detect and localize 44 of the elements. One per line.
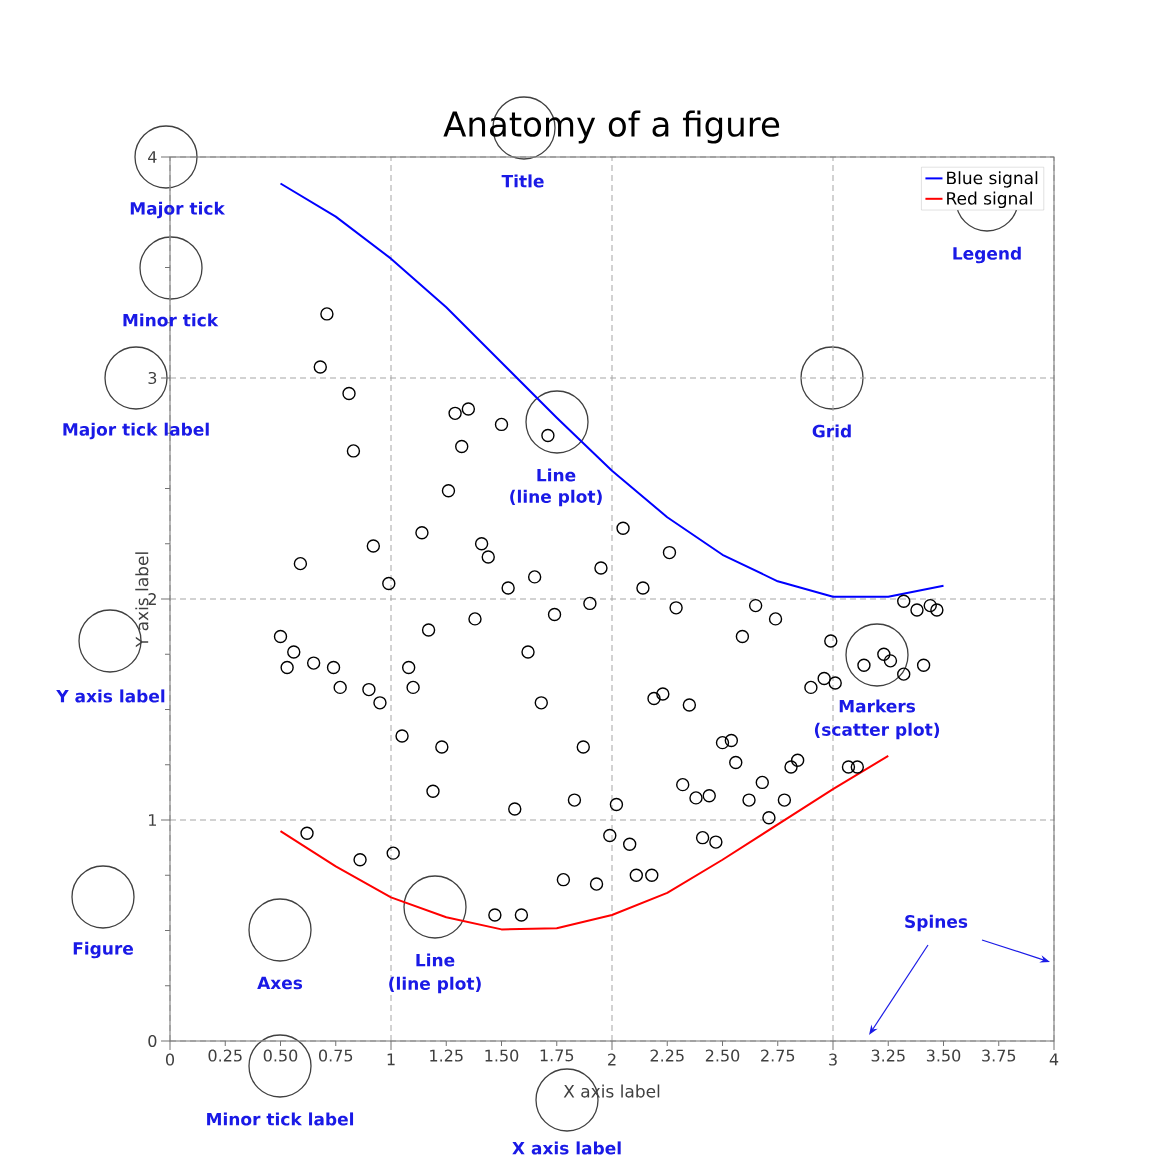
x-tick-label: 1.75: [540, 1049, 574, 1062]
annotation: Line: [416, 953, 455, 967]
chart-title: Anatomy of a figure: [443, 110, 780, 144]
x-tick-label: 3.50: [926, 1049, 961, 1062]
y-tick-label: 4: [148, 151, 157, 163]
x-tick-label: 0.75: [318, 1049, 353, 1062]
y-tick-label: 2: [148, 593, 156, 605]
annotation: (scatter plot): [814, 722, 940, 740]
annotation: Spines: [905, 914, 968, 932]
legend-label: Blue signal: [947, 171, 1038, 188]
y-tick-label: 3: [148, 371, 157, 385]
x-tick-label: 3.75: [982, 1049, 1016, 1062]
annotation: Minor tick: [123, 313, 219, 327]
y-tick-label: 0: [148, 1034, 157, 1048]
x-tick-label: 2.25: [650, 1049, 684, 1062]
text: Figure: [73, 941, 133, 959]
x-tick-label: 1.25: [430, 1049, 463, 1062]
annotation: (line plot): [389, 976, 481, 994]
x-tick-label: 0.50: [263, 1049, 298, 1062]
x-tick-label: 1: [387, 1053, 395, 1066]
x-tick-label: 2.75: [761, 1049, 795, 1062]
annotation: Grid: [812, 424, 851, 438]
legend-label: Red signal: [947, 191, 1032, 209]
annotation: Markers: [839, 699, 916, 713]
x-tick-label: 3: [829, 1053, 837, 1066]
x-tick-label: 3.25: [871, 1049, 905, 1062]
text: Minor tick label: [207, 1112, 354, 1126]
x-tick-label: 0: [165, 1053, 175, 1066]
x-tick-label: 4: [1049, 1053, 1059, 1066]
annotation: Axes: [257, 976, 303, 990]
text: Y axis label: [56, 689, 165, 703]
x-tick-label: 2.50: [705, 1049, 740, 1062]
x-tick-label: 2: [608, 1053, 616, 1066]
x-tick-label: 1.50: [485, 1049, 519, 1062]
annotation: Major tick label: [63, 422, 209, 440]
x-tick-label: 0.25: [208, 1049, 242, 1062]
text: X axis label: [512, 1141, 621, 1155]
annotation: Line: [537, 468, 576, 482]
annotation: Major tick: [130, 201, 226, 219]
y-axis-title: Y axis label: [135, 552, 149, 648]
y-tick-label: 1: [149, 814, 156, 826]
annotation: Legend: [953, 246, 1021, 264]
annotation: (line plot): [510, 489, 602, 507]
annotation: Title: [501, 174, 544, 188]
